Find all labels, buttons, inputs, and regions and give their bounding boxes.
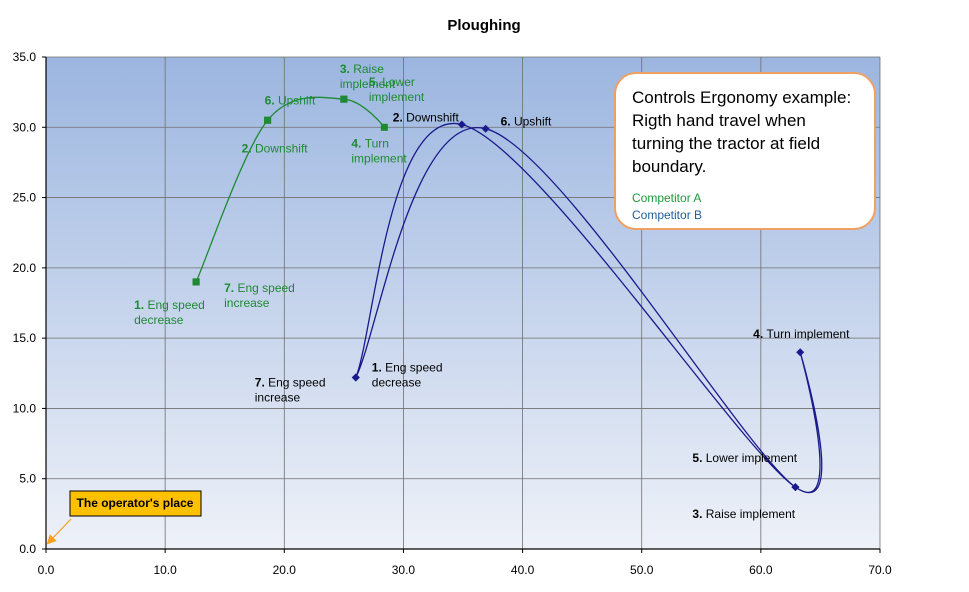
annotation-label: 1. Eng speed decrease (134, 298, 205, 327)
series (192, 95, 823, 493)
annotations: 1. Eng speed decrease 2. Downshift 3. Raise… (134, 62, 850, 521)
y-tick-label: 10.0 (13, 401, 37, 415)
data-point (340, 95, 348, 103)
legend-competitor-a: Competitor A (632, 191, 702, 205)
x-tick-label: 70.0 (868, 563, 892, 577)
y-tick-label: 25.0 (13, 191, 37, 205)
annotation-label: 7. Eng speed increase (224, 281, 295, 310)
operator-arrow (46, 518, 72, 545)
legend: Competitor A Competitor B (632, 190, 858, 224)
annotation-label: 5. Lower implement (692, 451, 797, 465)
operator-box (69, 490, 202, 517)
y-tick-label: 0.0 (19, 542, 36, 556)
data-point (264, 116, 272, 124)
data-point (796, 348, 805, 357)
axes: 0.0 10.0 20.0 30.0 40.0 50.0 60.0 70.0 0.0 5.0 10.… (13, 50, 892, 577)
operator-label: The operator's place (77, 496, 194, 510)
y-tick-label: 35.0 (13, 50, 37, 64)
annotation-label: 4. Turn implement (753, 327, 850, 341)
annotation-label: 3. Raise implement (340, 62, 396, 91)
y-tick-label: 20.0 (13, 261, 37, 275)
data-point (791, 483, 800, 492)
callout-box: Controls Ergonomy example: Rigth hand tr… (614, 72, 876, 230)
x-tick-label: 0.0 (38, 563, 55, 577)
annotation-label: 3. Raise implement (692, 507, 795, 521)
annotation-label: 5. Lower implement (369, 75, 425, 104)
annotation-label: 7. Eng speed increase (255, 376, 326, 405)
legend-competitor-b: Competitor B (632, 208, 703, 222)
annotation-label: 4. Turn implement (351, 136, 407, 165)
data-point (457, 120, 466, 129)
x-tick-label: 40.0 (511, 563, 535, 577)
y-tick-label: 5.0 (19, 472, 36, 486)
annotation-label: 2. Downshift (393, 110, 460, 124)
data-point (380, 123, 388, 131)
data-point (481, 124, 490, 133)
y-tick-label: 15.0 (13, 331, 37, 345)
chart-title: Ploughing (447, 17, 520, 34)
annotation-label: 6. Upshift (501, 115, 552, 129)
x-tick-label: 60.0 (749, 563, 773, 577)
x-tick-label: 20.0 (273, 563, 297, 577)
data-point (192, 278, 200, 286)
callout-title: Controls Ergonomy example: Rigth hand tr… (632, 88, 852, 176)
annotation-label: 2. Downshift (242, 141, 309, 155)
operator-note: The operator's place (46, 490, 202, 545)
x-tick-label: 10.0 (153, 563, 177, 577)
x-tick-label: 30.0 (392, 563, 416, 577)
annotation-label: 1. Eng speed decrease (372, 361, 443, 390)
x-tick-label: 50.0 (630, 563, 654, 577)
data-point (351, 373, 360, 382)
annotation-label: 6. Upshift (265, 93, 316, 107)
y-tick-label: 30.0 (13, 120, 37, 134)
